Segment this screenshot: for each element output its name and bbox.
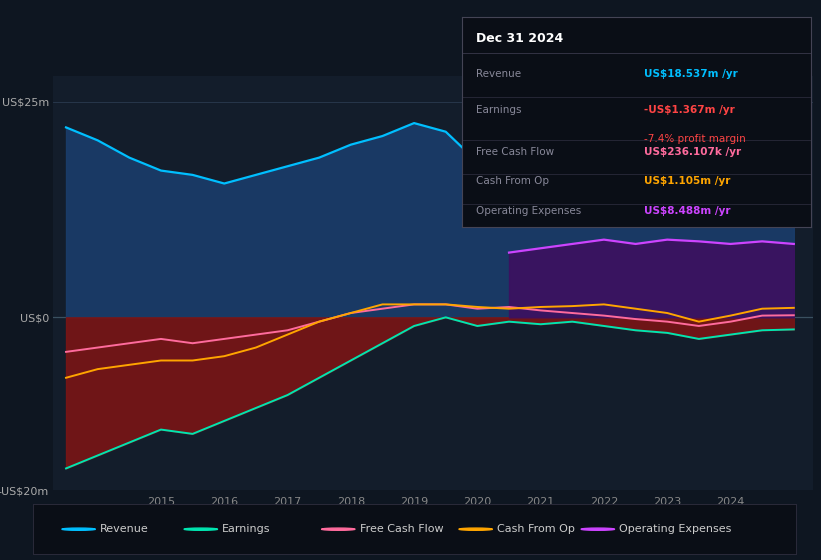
Text: Dec 31 2024: Dec 31 2024	[476, 31, 563, 44]
Text: Earnings: Earnings	[222, 524, 271, 534]
Text: -7.4% profit margin: -7.4% profit margin	[644, 134, 745, 144]
Circle shape	[322, 528, 355, 530]
Text: US$8.488m /yr: US$8.488m /yr	[644, 206, 730, 216]
Text: US$236.107k /yr: US$236.107k /yr	[644, 147, 741, 157]
Text: Cash From Op: Cash From Op	[476, 176, 549, 186]
Text: Free Cash Flow: Free Cash Flow	[476, 147, 554, 157]
Text: Operating Expenses: Operating Expenses	[619, 524, 732, 534]
Circle shape	[581, 528, 615, 530]
Text: -US$1.367m /yr: -US$1.367m /yr	[644, 105, 735, 115]
Text: Revenue: Revenue	[100, 524, 149, 534]
Text: Revenue: Revenue	[476, 69, 521, 80]
Circle shape	[62, 528, 95, 530]
Text: Free Cash Flow: Free Cash Flow	[360, 524, 443, 534]
Circle shape	[459, 528, 493, 530]
Text: Cash From Op: Cash From Op	[497, 524, 575, 534]
Text: Earnings: Earnings	[476, 105, 521, 115]
Circle shape	[184, 528, 218, 530]
Text: Operating Expenses: Operating Expenses	[476, 206, 581, 216]
Text: US$18.537m /yr: US$18.537m /yr	[644, 69, 737, 80]
Text: US$1.105m /yr: US$1.105m /yr	[644, 176, 730, 186]
